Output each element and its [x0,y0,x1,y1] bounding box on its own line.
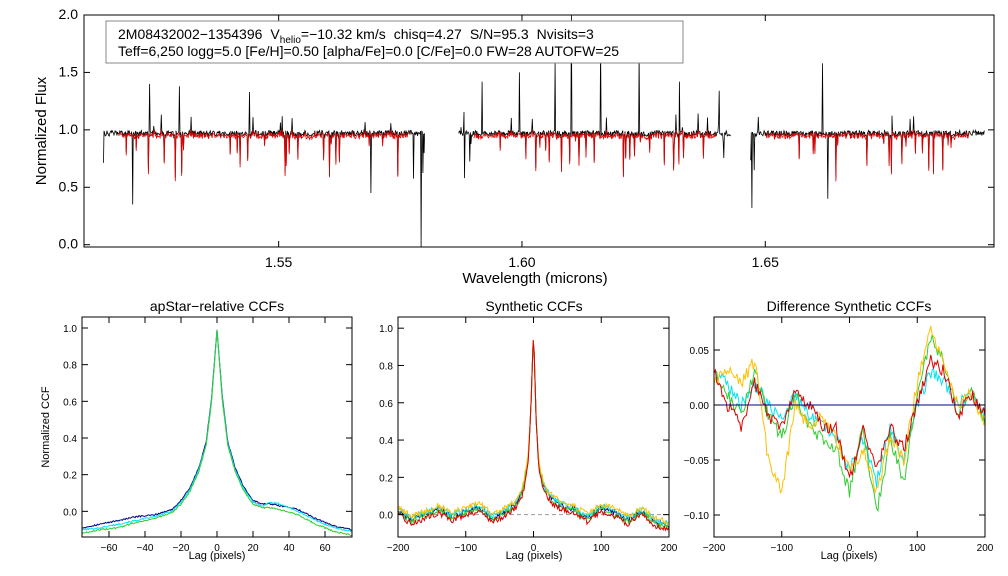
spectrum-y-axis-label: Normalized Flux [33,76,50,185]
vhelio-symbol: V [270,26,280,42]
spectrum-y-tick-label-2: 1.0 [59,121,79,137]
synthetic-ccf-line-template-4 [397,340,669,525]
vhelio-subscript: helio [280,35,302,46]
difference-ccf-y-tick-label-2: 0.00 [690,401,710,412]
annotation-frame [105,20,684,64]
synthetic-ccf-line-template-3 [397,340,669,531]
spectrum-model-chip-0 [118,129,410,182]
apstar-ccf-x-axis-label: Lag (pixels) [189,550,246,562]
synthetic-ccf-y-tick-label-1: 0.2 [379,473,393,484]
spectrum-y-tick-label-3: 1.5 [59,63,79,79]
spectrum-observed-chip-1 [458,14,731,179]
spectrum-y-tick-label-1: 0.5 [59,178,79,194]
apstar-ccf-x-tick-label-3: 0 [214,543,220,554]
synthetic-ccf-ticks: −200 −100 0 100 200 0.0 0.2 0.4 0.6 0.8 1.0 [379,317,678,554]
vhelio-value: =−10.32 km/s [301,26,386,42]
spectrum-y-tick-label-0: 0.0 [59,236,79,252]
synthetic-ccf-x-axis-label: Lag (pixels) [506,550,563,562]
synthetic-ccf-y-tick-label-3: 0.6 [379,399,393,410]
difference-ccf-plot-area [713,325,986,513]
synthetic-ccf-line-template-1 [398,340,669,528]
difference-ccf-y-tick-label-1: −0.05 [684,456,710,467]
difference-ccf-axes-frame [713,316,986,538]
apstar-ccf-x-tick-label-5: 40 [283,543,295,554]
difference-ccf-x-tick-label-4: 200 [977,543,994,554]
apstar-ccf-x-tick-label-4: 20 [247,543,259,554]
apstar-ccf-title: apStar−relative CCFs [150,298,284,314]
synthetic-ccf-plot-area [397,340,669,532]
apstar-ccf-panel: apStar−relative CCFs −60 −40 −20 0 20 40 60 0.0… [40,298,353,562]
synthetic-ccf-y-tick-label-2: 0.4 [379,436,393,447]
snr-value: S/N=95.3 [470,26,529,42]
difference-ccf-line-diff-5 [713,354,986,479]
synthetic-ccf-x-tick-label-4: 200 [661,543,678,554]
synthetic-ccf-panel: Synthetic CCFs −200 −100 0 100 200 0.0 0.2 0.4 0… [379,298,678,562]
difference-ccf-line-diff-4 [713,325,986,495]
spectrum-axes-frame [83,14,995,248]
difference-ccf-panel: Difference Synthetic CCFs −200 −100 0 100 20… [684,298,994,562]
difference-ccf-y-tick-label-0: −0.10 [684,511,710,522]
annotation-line-1: 2M08432002−1354396 Vhelio=−10.32 km/s chis… [118,26,594,46]
spectrum-x-tick-label-2: 1.65 [752,254,779,270]
difference-ccf-title: Difference Synthetic CCFs [767,298,932,314]
difference-ccf-x-tick-label-2: 0 [847,543,853,554]
difference-ccf-x-tick-label-1: −100 [770,543,793,554]
annotation-line-2: Teff=6,250 logg=5.0 [Fe/H]=0.50 [alpha/F… [118,43,619,59]
nvisits-value: Nvisits=3 [537,26,594,42]
synthetic-ccf-x-tick-label-1: −100 [454,543,477,554]
spectrum-x-tick-label-0: 1.55 [265,254,292,270]
synthetic-ccf-x-tick-label-0: −200 [387,543,410,554]
difference-ccf-x-axis-label: Lag (pixels) [821,550,878,562]
apstar-ccf-x-tick-label-2: −20 [173,543,190,554]
apstar-ccf-plot-area [81,329,353,537]
difference-ccf-x-tick-label-0: −200 [703,543,726,554]
difference-ccf-ticks: −200 −100 0 100 200 −0.10 −0.05 0.00 0.05 [684,317,994,554]
spectrum-y-tick-label-4: 2.0 [59,6,79,22]
apstar-ccf-line-visit-3 [81,330,353,537]
synthetic-ccf-title: Synthetic CCFs [485,298,582,314]
apstar-ccf-x-tick-label-1: −40 [137,543,154,554]
spectrum-x-tick-label-1: 1.60 [508,254,535,270]
spectrum-ticks: 1.55 1.60 1.65 0.0 0.5 1.0 1.5 2.0 [59,6,994,270]
spectrum-model-chip-2 [765,129,970,182]
spectrum-model-chip-1 [473,129,716,178]
apstar-ccf-axes-frame [81,316,353,538]
apstar-ccf-y-tick-label-5: 1.0 [63,324,77,335]
apstar-ccf-y-tick-label-2: 0.4 [63,434,77,445]
apstar-ccf-y-tick-label-4: 0.8 [63,361,77,372]
spectrum-plot-area [103,14,985,248]
chisq-value: chisq=4.27 [394,26,462,42]
apstar-ccf-line-visit-2 [81,330,353,533]
apstar-ccf-x-tick-label-0: −60 [101,543,118,554]
synthetic-ccf-y-tick-label-4: 0.8 [379,361,393,372]
synthetic-ccf-y-tick-label-0: 0.0 [379,511,393,522]
difference-ccf-y-tick-label-3: 0.05 [690,346,710,357]
synthetic-ccf-x-tick-label-3: 100 [593,543,610,554]
apstar-ccf-y-axis-label: Normalized CCF [40,386,52,468]
apstar-ccf-x-tick-label-6: 60 [319,543,331,554]
spectrum-panel: 1.55 1.60 1.65 0.0 0.5 1.0 1.5 2.0 2M08432002−1… [33,6,995,287]
star-id: 2M08432002−1354396 [118,26,263,42]
spectrum-x-axis-label: Wavelength (microns) [462,270,607,287]
difference-ccf-x-tick-label-3: 100 [909,543,926,554]
apstar-ccf-line-visit-1 [81,329,353,531]
apstar-ccf-y-tick-label-3: 0.6 [63,397,77,408]
spectrum-annotation-box: 2M08432002−1354396 Vhelio=−10.32 km/s chis… [105,20,684,64]
apstar-ccf-y-tick-label-0: 0.0 [63,507,77,518]
apstar-ccf-y-tick-label-1: 0.2 [63,471,77,482]
synthetic-ccf-line-template-5 [397,340,669,532]
apstar-ccf-ticks: −60 −40 −20 0 20 40 60 0.0 0.2 0.4 0.6 0.8 1.0 [63,317,352,554]
synthetic-ccf-x-tick-label-2: 0 [531,543,537,554]
difference-ccf-line-diff-3 [713,334,986,513]
synthetic-ccf-y-tick-label-5: 1.0 [379,324,393,335]
spectrum-observed-chip-0 [103,83,425,248]
synthetic-ccf-line-template-2 [397,340,669,527]
